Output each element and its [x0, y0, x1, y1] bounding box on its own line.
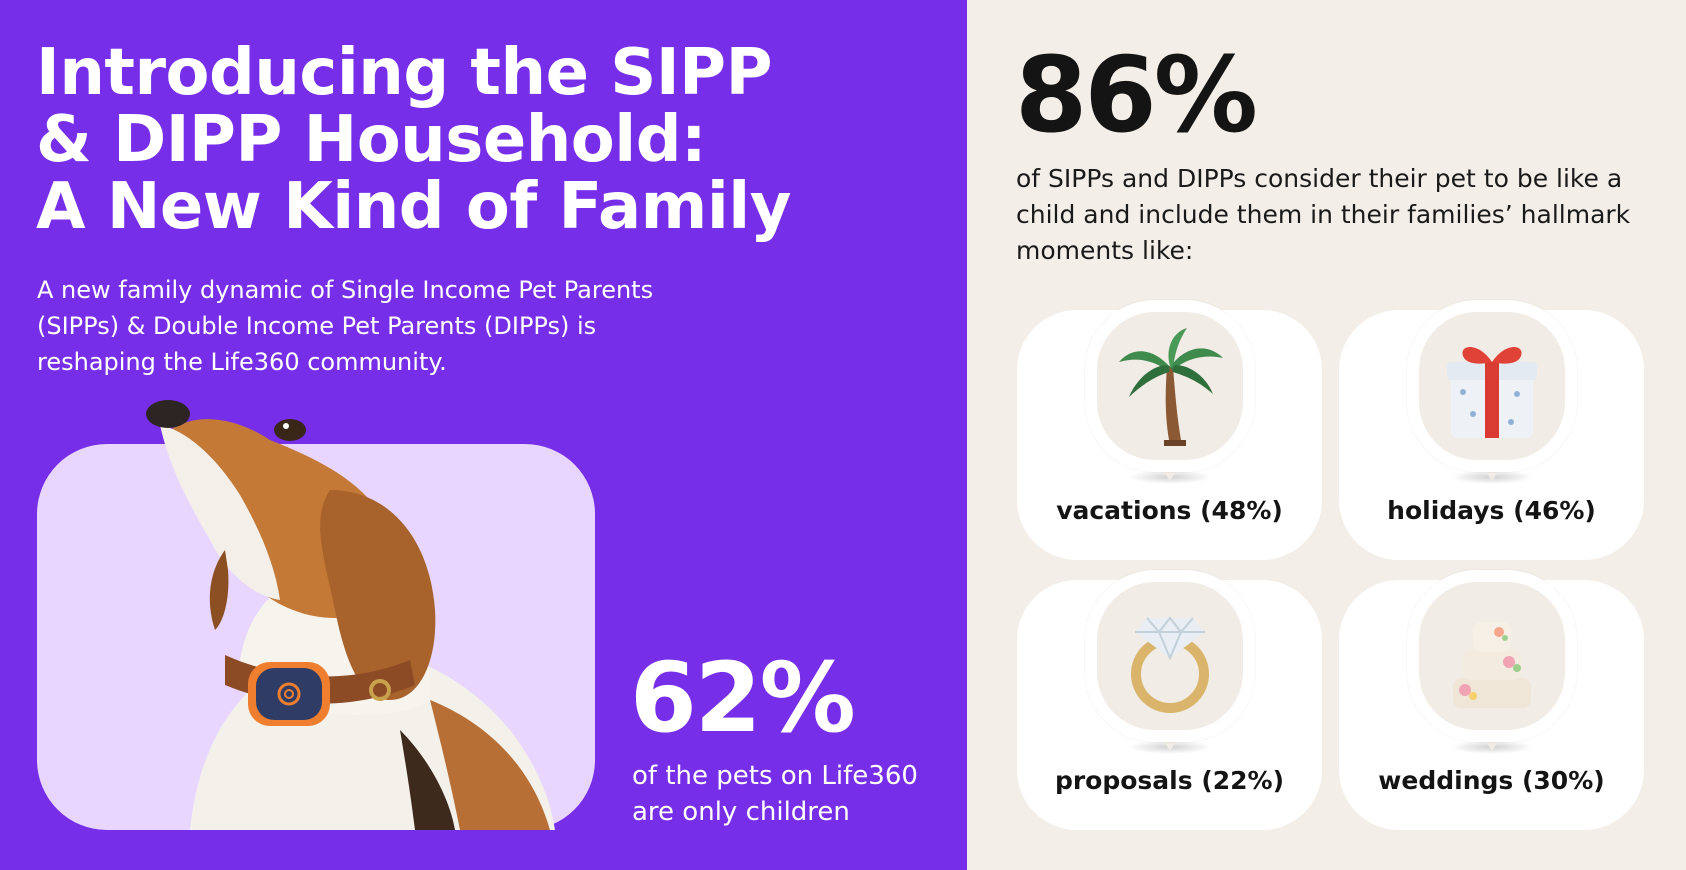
left-panel: Introducing the SIPP & DIPP Household: A…: [0, 0, 967, 870]
title-line: A New Kind of Family: [36, 170, 791, 244]
description-line: of SIPPs and DIPPs consider their pet to…: [1016, 164, 1623, 193]
family-stat-value: 86%: [1015, 34, 1258, 156]
pets-stat-caption: of the pets on Life360 are only children: [632, 758, 952, 830]
moment-card-holidays: holidays (46%): [1339, 300, 1644, 560]
wedding-cake-icon: [1453, 622, 1531, 708]
moment-card-vacations: vacations (48%): [1017, 300, 1322, 560]
moment-card-proposals: proposals (22%): [1017, 570, 1322, 830]
moment-label: vacations (48%): [1056, 496, 1283, 525]
subtitle-line: (SIPPs) & Double Income Pet Parents (DIP…: [37, 312, 597, 340]
moment-card-weddings: weddings (30%): [1339, 570, 1644, 830]
pets-stat-value: 62%: [630, 642, 856, 754]
subtitle-line: A new family dynamic of Single Income Pe…: [37, 276, 654, 304]
diamond-ring-icon: [1131, 616, 1209, 713]
title-line: Introducing the SIPP: [36, 36, 772, 110]
moment-label: holidays (46%): [1387, 496, 1596, 525]
subtitle-line: reshaping the Life360 community.: [37, 348, 447, 376]
caption-line: of the pets on Life360: [632, 761, 918, 791]
moment-label: weddings (30%): [1378, 766, 1605, 795]
page-subtitle: A new family dynamic of Single Income Pe…: [37, 272, 737, 380]
family-stat-description: of SIPPs and DIPPs consider their pet to…: [1016, 161, 1676, 269]
gift-box-icon: [1447, 346, 1537, 438]
caption-line: are only children: [632, 797, 850, 827]
description-line: moments like:: [1016, 236, 1194, 265]
page-title: Introducing the SIPP & DIPP Household: A…: [36, 40, 916, 241]
beagle-with-tracker-image: [146, 400, 555, 830]
description-line: child and include them in their families…: [1016, 200, 1631, 229]
palm-tree-icon: [1119, 328, 1223, 446]
title-line: & DIPP Household:: [36, 103, 707, 177]
moment-label: proposals (22%): [1054, 766, 1285, 795]
